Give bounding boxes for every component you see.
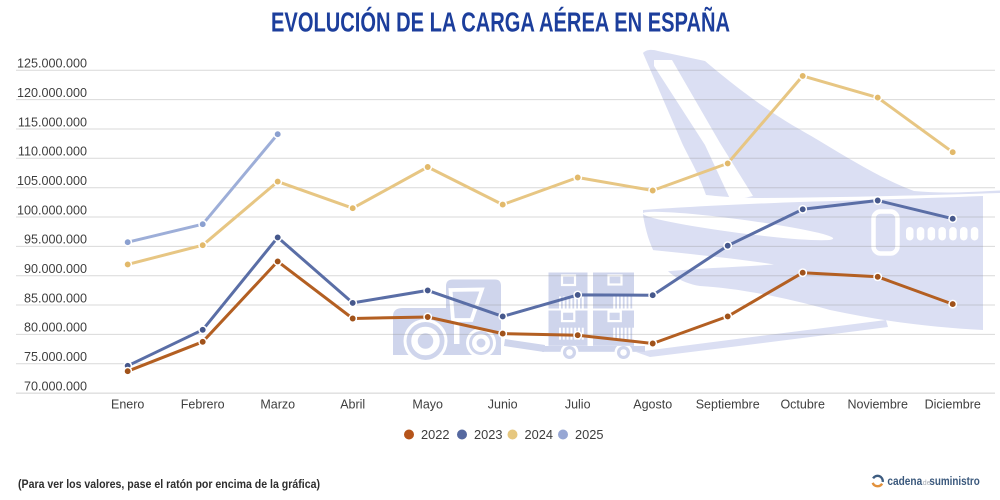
svg-text:Noviembre: Noviembre [847,398,907,412]
svg-text:Agosto: Agosto [633,398,672,412]
svg-text:90.000.000: 90.000.000 [24,262,87,276]
svg-text:80.000.000: 80.000.000 [24,321,87,335]
svg-text:Diciembre: Diciembre [925,398,981,412]
svg-text:95.000.000: 95.000.000 [24,233,87,247]
svg-text:Febrero: Febrero [181,398,225,412]
svg-text:Mayo: Mayo [412,398,443,412]
svg-text:suministro: suministro [929,476,979,488]
svg-text:125.000.000: 125.000.000 [17,57,87,71]
svg-text:EVOLUCIÓN DE LA CARGA AÉREA EN: EVOLUCIÓN DE LA CARGA AÉREA EN ESPAÑA [271,7,730,38]
svg-text:Enero: Enero [111,398,144,412]
svg-text:115.000.000: 115.000.000 [18,115,87,129]
svg-text:Junio: Junio [488,398,518,412]
svg-text:85.000.000: 85.000.000 [24,291,87,305]
svg-text:120.000.000: 120.000.000 [17,86,87,100]
svg-text:2022: 2022 [421,427,449,442]
svg-text:75.000.000: 75.000.000 [24,350,87,364]
svg-text:2023: 2023 [474,427,502,442]
svg-text:Abril: Abril [340,398,365,412]
svg-text:cadena: cadena [887,476,922,488]
svg-text:de: de [923,480,931,487]
svg-text:Julio: Julio [565,398,591,412]
svg-text:100.000.000: 100.000.000 [17,203,87,217]
svg-text:Marzo: Marzo [260,398,295,412]
svg-text:(Para ver los valores, pase el: (Para ver los valores, pase el ratón por… [18,477,320,491]
svg-text:Septiembre: Septiembre [696,398,760,412]
svg-text:2024: 2024 [525,427,553,442]
svg-text:2025: 2025 [575,427,603,442]
svg-text:70.000.000: 70.000.000 [24,379,87,393]
svg-text:Octubre: Octubre [780,398,825,412]
svg-text:105.000.000: 105.000.000 [17,174,87,188]
svg-text:110.000.000: 110.000.000 [18,145,87,159]
